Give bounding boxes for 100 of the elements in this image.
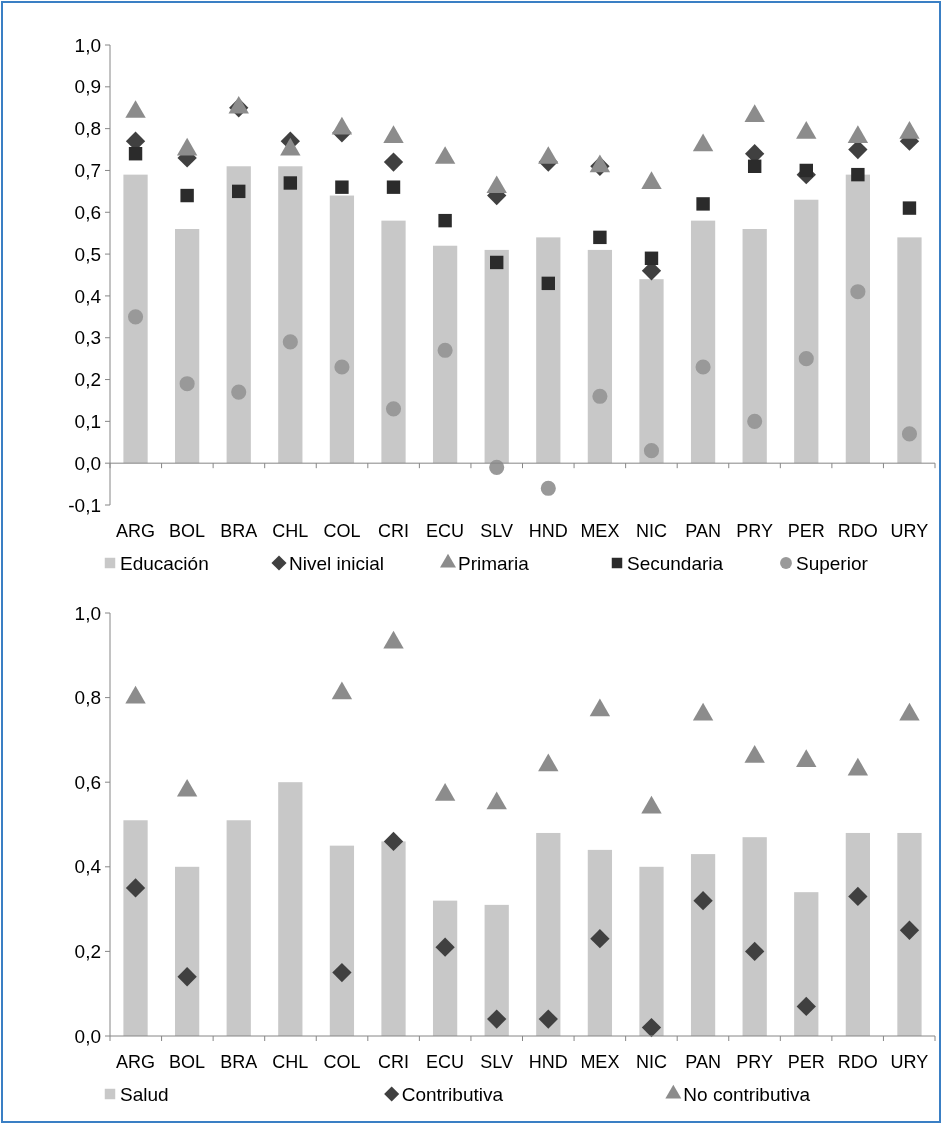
point — [332, 962, 352, 983]
y-tick-label: 0,4 — [74, 285, 102, 307]
point — [383, 630, 404, 649]
x-tick-label: CHL — [272, 1052, 309, 1072]
point — [847, 757, 869, 776]
point — [180, 188, 194, 203]
bar — [845, 174, 870, 464]
point — [851, 167, 865, 182]
x-tick-label: CRI — [378, 1052, 410, 1072]
point — [744, 745, 765, 763]
point — [385, 401, 402, 417]
point — [489, 255, 504, 270]
y-tick-label: 0,8 — [74, 687, 101, 709]
point — [386, 180, 401, 194]
x-tick-label: ECU — [426, 1052, 465, 1072]
y-tick-label: 0,0 — [74, 452, 101, 474]
y-tick-label: 0,8 — [74, 118, 101, 140]
bar — [226, 166, 251, 464]
point — [437, 342, 453, 358]
point — [798, 351, 814, 367]
x-tick-label: PRY — [736, 1052, 774, 1072]
point — [902, 201, 917, 215]
bar — [639, 279, 664, 464]
x-tick-label: NIC — [635, 1052, 667, 1072]
point — [796, 749, 817, 767]
point — [643, 443, 660, 459]
bar — [794, 199, 819, 464]
legend-label: No contributiva — [683, 1083, 811, 1105]
point — [177, 967, 197, 987]
x-tick-label: COL — [323, 1052, 361, 1072]
point — [590, 929, 610, 949]
bar — [897, 237, 922, 464]
point — [231, 384, 247, 400]
x-tick-label: RDO — [837, 1052, 878, 1072]
x-tick-label: URY — [890, 1052, 929, 1072]
bar — [175, 229, 200, 464]
y-tick-label: 0,7 — [74, 160, 101, 182]
point — [176, 778, 198, 797]
point — [283, 176, 298, 190]
x-tick-label: ECU — [426, 521, 465, 541]
point — [489, 459, 505, 475]
y-tick-label: 0,6 — [74, 771, 101, 793]
point — [438, 213, 452, 228]
point — [850, 284, 866, 300]
x-tick-label: PAN — [685, 521, 721, 541]
point — [435, 937, 455, 957]
legend-label: Salud — [120, 1083, 169, 1105]
x-tick-label: CHL — [272, 521, 309, 541]
point — [541, 276, 556, 291]
point — [796, 996, 816, 1017]
bar — [278, 166, 303, 464]
x-tick-label: BRA — [220, 521, 258, 541]
x-tick-label: COL — [323, 521, 361, 541]
y-tick-label: 1,0 — [74, 602, 101, 624]
bar — [690, 220, 716, 464]
point — [899, 702, 920, 721]
x-tick-label: PER — [787, 1052, 825, 1072]
point — [901, 426, 918, 442]
x-tick-label: PRY — [736, 521, 774, 541]
point — [179, 376, 195, 392]
point — [593, 230, 607, 245]
point — [745, 941, 765, 962]
y-tick-label: 1,0 — [74, 34, 101, 56]
x-tick-label: BOL — [169, 1052, 206, 1072]
bar — [845, 832, 870, 1036]
legend-label: Secundaria — [627, 552, 724, 574]
bar — [432, 900, 458, 1036]
point — [125, 685, 146, 704]
x-tick-label: URY — [890, 521, 929, 541]
point — [696, 197, 710, 211]
legend-label: Superior — [796, 552, 869, 574]
point — [125, 878, 146, 898]
bar — [742, 837, 767, 1036]
point — [589, 698, 611, 717]
point — [232, 184, 246, 199]
point — [848, 886, 868, 907]
y-tick-label: 0,6 — [74, 201, 101, 223]
x-tick-label: RDO — [837, 521, 878, 541]
y-tick-label: 0,0 — [74, 1025, 101, 1047]
bar — [278, 782, 303, 1036]
point — [486, 791, 507, 810]
point — [692, 702, 714, 721]
bar — [639, 866, 664, 1036]
x-tick-label: HND — [528, 521, 568, 541]
x-tick-label: BOL — [169, 521, 206, 541]
point — [335, 180, 349, 194]
y-tick-label: -0,1 — [68, 494, 101, 516]
legend-label: Educación — [120, 552, 209, 574]
point — [383, 831, 404, 852]
bar — [587, 849, 613, 1036]
x-tick-label: ARG — [116, 521, 156, 541]
bar — [175, 866, 200, 1036]
bar — [381, 220, 406, 464]
bar — [690, 854, 716, 1036]
y-tick-label: 0,1 — [74, 411, 101, 433]
point — [695, 359, 711, 375]
y-tick-label: 0,2 — [74, 369, 101, 391]
x-tick-label: ARG — [116, 1052, 156, 1072]
point — [641, 795, 662, 814]
bar — [742, 229, 767, 464]
